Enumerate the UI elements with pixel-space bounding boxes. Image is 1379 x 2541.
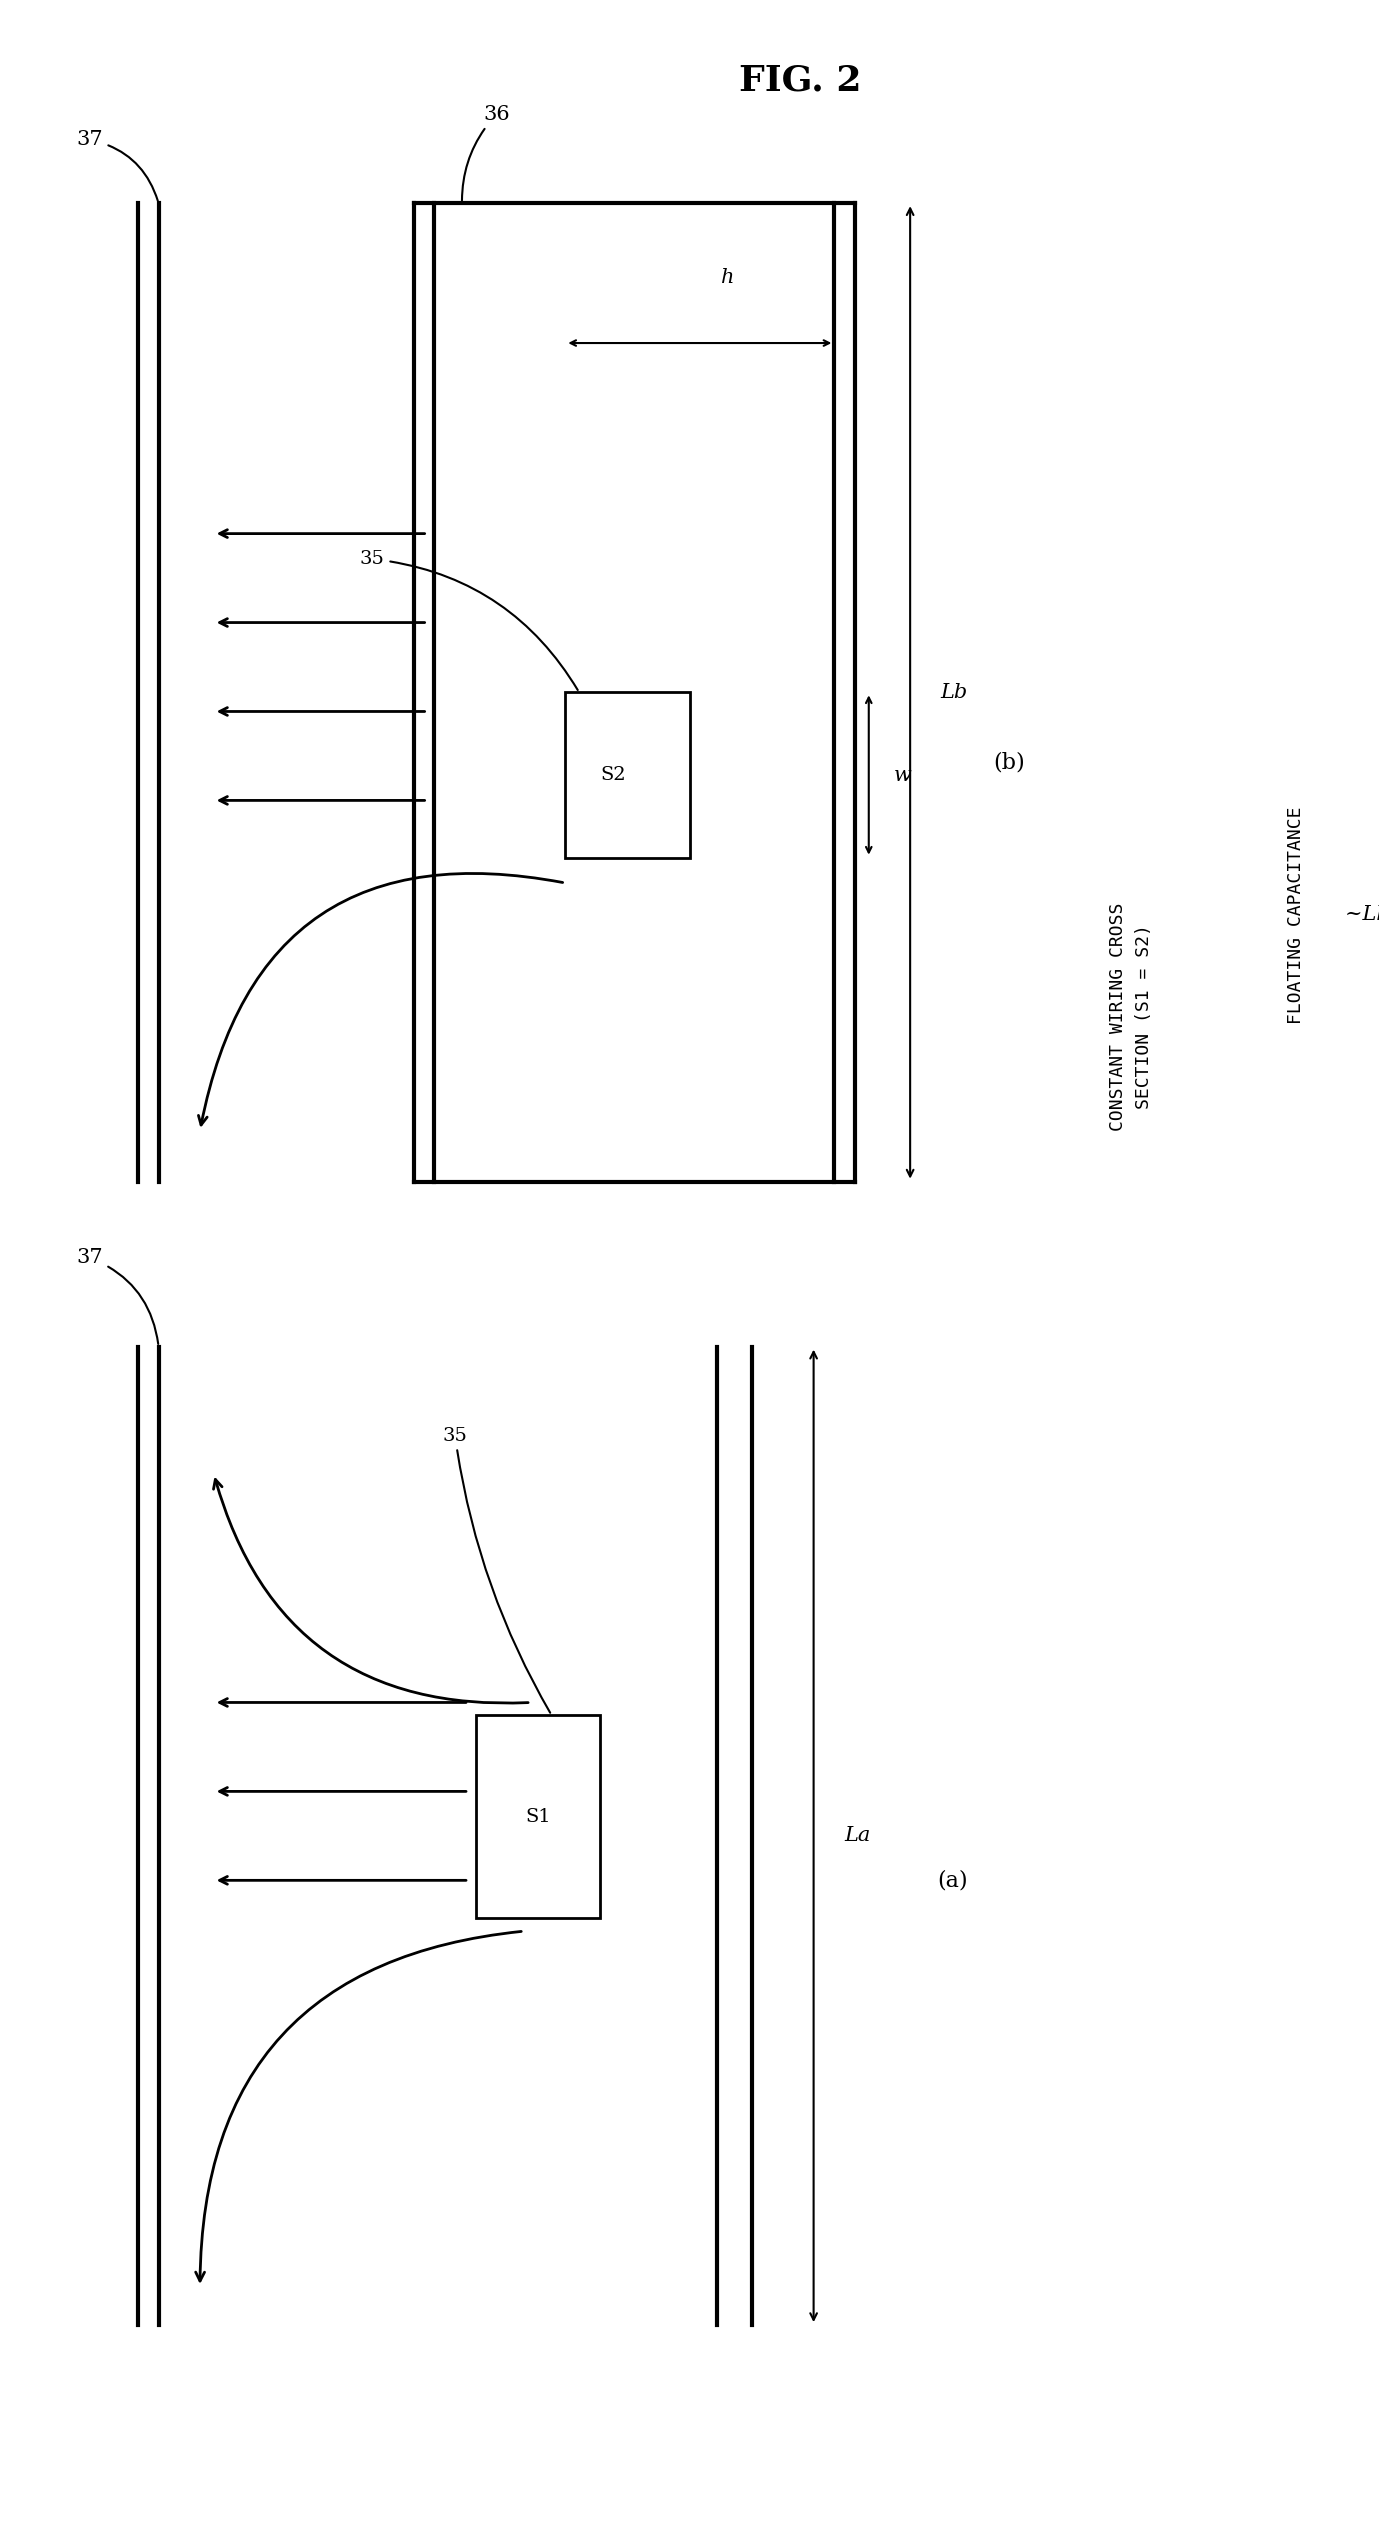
Text: FLOATING CAPACITANCE: FLOATING CAPACITANCE (1287, 805, 1306, 1024)
Text: FIG. 2: FIG. 2 (739, 64, 860, 97)
Text: Lb: Lb (940, 684, 968, 701)
Text: h: h (721, 269, 734, 287)
Text: ~Lb / La: ~Lb / La (1345, 905, 1379, 925)
Text: w: w (894, 765, 912, 785)
Text: 35: 35 (360, 549, 578, 691)
Text: (a): (a) (938, 1870, 968, 1891)
Bar (476, 1715, 600, 1918)
Text: 37: 37 (76, 130, 157, 201)
Text: CONSTANT WIRING CROSS
SECTION (S1 = S2): CONSTANT WIRING CROSS SECTION (S1 = S2) (1109, 902, 1153, 1131)
Bar (565, 691, 690, 859)
Text: S2: S2 (601, 765, 626, 785)
Text: 36: 36 (462, 104, 510, 201)
Text: S1: S1 (525, 1807, 550, 1827)
Text: 37: 37 (76, 1248, 159, 1344)
Text: 35: 35 (443, 1426, 550, 1713)
Text: (b): (b) (993, 752, 1025, 772)
Text: La: La (844, 1827, 870, 1845)
